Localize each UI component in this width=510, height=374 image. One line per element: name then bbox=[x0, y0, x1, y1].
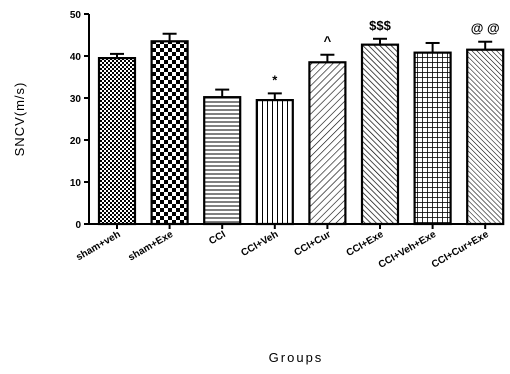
significance-marker: * bbox=[272, 72, 278, 87]
bar-cci bbox=[203, 96, 242, 226]
x-tick-label: CCI+Cur bbox=[293, 229, 333, 259]
x-axis-label: Groups bbox=[269, 350, 324, 365]
x-tick-label: CCI+Veh bbox=[239, 229, 280, 259]
significance-marker: $$$ bbox=[369, 18, 391, 33]
y-tick-label: 40 bbox=[70, 52, 82, 63]
bar-sham-exe bbox=[150, 40, 189, 226]
x-tick-label: CCI+Veh+Exe bbox=[377, 229, 439, 271]
bar-cci-cur-exe bbox=[466, 48, 505, 226]
y-axis-label: SNCV(m/s) bbox=[12, 82, 27, 157]
y-tick-label: 0 bbox=[75, 220, 81, 231]
y-tick-label: 50 bbox=[70, 10, 82, 21]
x-tick-label: CCI+Exe bbox=[345, 229, 386, 259]
x-tick-label: CCI+Cur+Exe bbox=[430, 229, 491, 271]
x-tick-label: sham+Exe bbox=[127, 229, 176, 264]
y-tick-label: 10 bbox=[70, 178, 82, 189]
bar-cci-cur bbox=[308, 61, 347, 226]
x-tick-label: CCI bbox=[207, 229, 228, 247]
significance-marker: @ @ bbox=[471, 21, 500, 36]
bar-sham-veh bbox=[97, 56, 137, 226]
bar-cci-veh-exe bbox=[413, 51, 452, 226]
x-axis: sham+veh sham+Exe CCI CCI+Veh CCI+Cur CCI+Exe… bbox=[74, 223, 492, 271]
significance-marker: ^ bbox=[324, 34, 332, 49]
x-tick-label: sham+veh bbox=[74, 229, 122, 263]
y-tick-label: 20 bbox=[70, 136, 82, 147]
y-tick-label: 30 bbox=[70, 94, 82, 105]
bar-cci-exe bbox=[360, 43, 400, 226]
bars-group: * ^ $$$ @ @ bbox=[97, 18, 505, 226]
y-axis: 0 10 20 30 40 50 bbox=[70, 10, 90, 231]
bar-cci-veh bbox=[255, 98, 294, 226]
